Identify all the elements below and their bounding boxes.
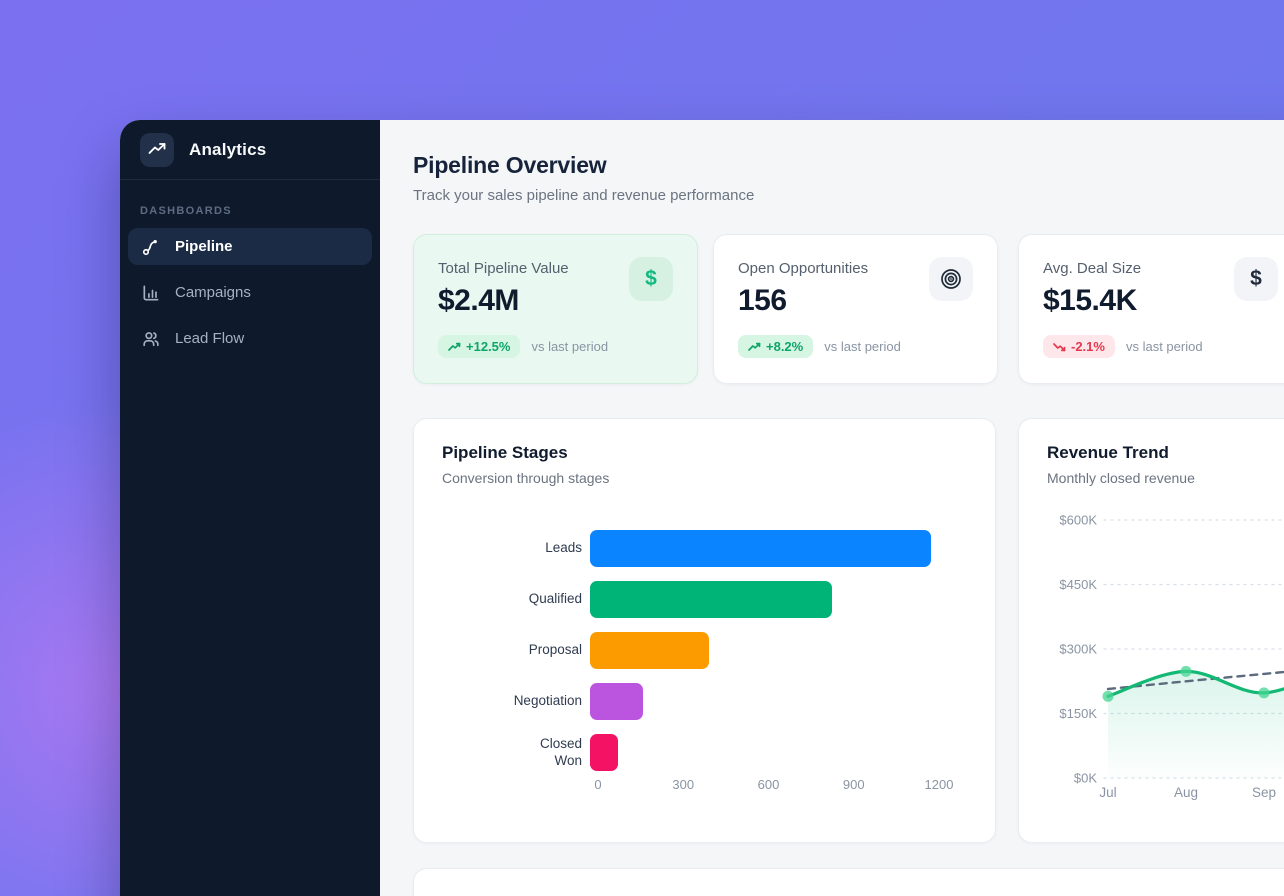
revenue-trend-card: $600K$450K$300K$150K$0KJulAugSepOct Reve… — [1018, 418, 1284, 843]
svg-text:$300K: $300K — [1059, 642, 1097, 657]
sidebar-item-label: Lead Flow — [175, 330, 245, 347]
kpi-compare-label: vs last period — [531, 339, 609, 354]
sidebar-header: Analytics — [120, 120, 380, 180]
x-tick: 0 — [594, 777, 602, 792]
svg-text:Sep: Sep — [1252, 785, 1276, 800]
bar-closed-won — [590, 734, 619, 771]
kpi-value: $2.4M — [438, 284, 519, 317]
page-title: Pipeline Overview — [413, 152, 607, 178]
kpi-card-open-opportunities: Open Opportunities 156 +8.2% vs last per… — [713, 234, 998, 384]
bar-row-proposal: Proposal — [442, 632, 967, 669]
trending-up-icon — [748, 342, 761, 351]
x-tick: 900 — [842, 777, 865, 792]
trending-up-icon — [148, 143, 166, 154]
dollar-icon: $ — [1250, 267, 1262, 290]
kpi-compare-label: vs last period — [824, 339, 901, 354]
kpi-card-total-pipeline-value: Total Pipeline Value $2.4M +12.5% vs las… — [413, 234, 698, 384]
bar-label: Proposal — [528, 642, 582, 658]
kpi-compare-label: vs last period — [1125, 339, 1203, 354]
kpi-footer: +12.5% vs last period — [438, 335, 673, 358]
kpi-row: Total Pipeline Value $2.4M +12.5% vs las… — [413, 234, 1284, 384]
revenue-line-chart: $600K$450K$300K$150K$0KJulAugSepOct — [1059, 513, 1284, 800]
svg-text:$0K: $0K — [1074, 771, 1097, 786]
users-icon — [143, 331, 159, 346]
brand-name: Analytics — [189, 140, 267, 159]
sidebar-item-label: Pipeline — [175, 238, 233, 255]
bar-chart: Leads Qualified Proposal Negotiation — [442, 530, 967, 771]
pipeline-stages-card: Pipeline Stages Conversion through stage… — [413, 418, 996, 843]
bar-label: Qualified — [528, 591, 582, 607]
app-window: Analytics DASHBOARDS Pipeline Camp — [120, 120, 1284, 896]
trending-up-icon — [448, 342, 461, 351]
kpi-icon-box — [929, 257, 973, 301]
bar-chart-icon — [143, 285, 159, 300]
bar-leads — [590, 530, 931, 567]
svg-text:Aug: Aug — [1174, 785, 1198, 800]
sidebar-item-lead-flow[interactable]: Lead Flow — [128, 320, 372, 357]
kpi-icon-box: $ — [1234, 257, 1278, 301]
chart-title: Pipeline Stages — [442, 443, 568, 462]
bar-row-negotiation: Negotiation — [442, 683, 967, 720]
svg-text:$450K: $450K — [1059, 577, 1097, 592]
chart-title: Revenue Trend — [1047, 443, 1169, 462]
charts-row: Pipeline Stages Conversion through stage… — [413, 418, 1284, 843]
kpi-title: Total Pipeline Value — [438, 260, 569, 277]
bar-proposal — [590, 632, 710, 669]
bottom-card — [413, 868, 1284, 896]
main-content: Pipeline Overview Track your sales pipel… — [380, 120, 1284, 896]
target-icon — [941, 269, 961, 289]
sidebar: Analytics DASHBOARDS Pipeline Camp — [120, 120, 380, 896]
sidebar-item-pipeline[interactable]: Pipeline — [128, 228, 372, 265]
sidebar-section-label: DASHBOARDS — [140, 205, 232, 217]
svg-text:$150K: $150K — [1059, 706, 1097, 721]
kpi-title: Open Opportunities — [738, 260, 869, 277]
kpi-title: Avg. Deal Size — [1043, 260, 1142, 277]
trending-down-icon — [1053, 342, 1066, 351]
bar-negotiation — [590, 683, 643, 720]
page-subtitle: Track your sales pipeline and revenue pe… — [413, 187, 755, 204]
svg-text:Jul: Jul — [1099, 785, 1116, 800]
x-tick: 1200 — [924, 777, 954, 792]
bar-label: Negotiation — [513, 693, 582, 709]
bar-label: Leads — [545, 540, 582, 556]
kpi-value: $15.4K — [1043, 284, 1137, 317]
kpi-delta-badge: -2.1% — [1043, 335, 1115, 358]
x-tick: 300 — [672, 777, 695, 792]
route-icon — [142, 239, 157, 255]
chart-subtitle: Conversion through stages — [442, 470, 610, 486]
svg-text:$600K: $600K — [1059, 513, 1097, 528]
bar-row-qualified: Qualified — [442, 581, 967, 618]
kpi-value: 156 — [738, 284, 787, 317]
bar-row-closed-won: Closed Won — [442, 734, 967, 771]
bar-chart-x-axis: 0 300 600 900 1200 — [594, 777, 953, 795]
x-tick: 600 — [757, 777, 780, 792]
kpi-delta-badge: +8.2% — [738, 335, 814, 358]
kpi-footer: -2.1% vs last period — [1043, 335, 1278, 358]
sidebar-item-campaigns[interactable]: Campaigns — [128, 274, 372, 311]
bar-label: Closed Won — [539, 735, 582, 768]
kpi-icon-box: $ — [629, 257, 673, 301]
chart-subtitle: Monthly closed revenue — [1047, 470, 1195, 486]
kpi-footer: +8.2% vs last period — [738, 335, 973, 358]
kpi-delta-badge: +12.5% — [438, 335, 521, 358]
bar-row-leads: Leads — [442, 530, 967, 567]
sidebar-item-label: Campaigns — [175, 284, 251, 301]
app-logo[interactable] — [140, 133, 174, 167]
bar-qualified — [590, 581, 832, 618]
dollar-icon: $ — [645, 267, 657, 290]
kpi-card-avg-deal-size: Avg. Deal Size $15.4K -2.1% vs last peri… — [1018, 234, 1284, 384]
sidebar-nav: Pipeline Campaigns Lead Flow — [120, 228, 380, 357]
